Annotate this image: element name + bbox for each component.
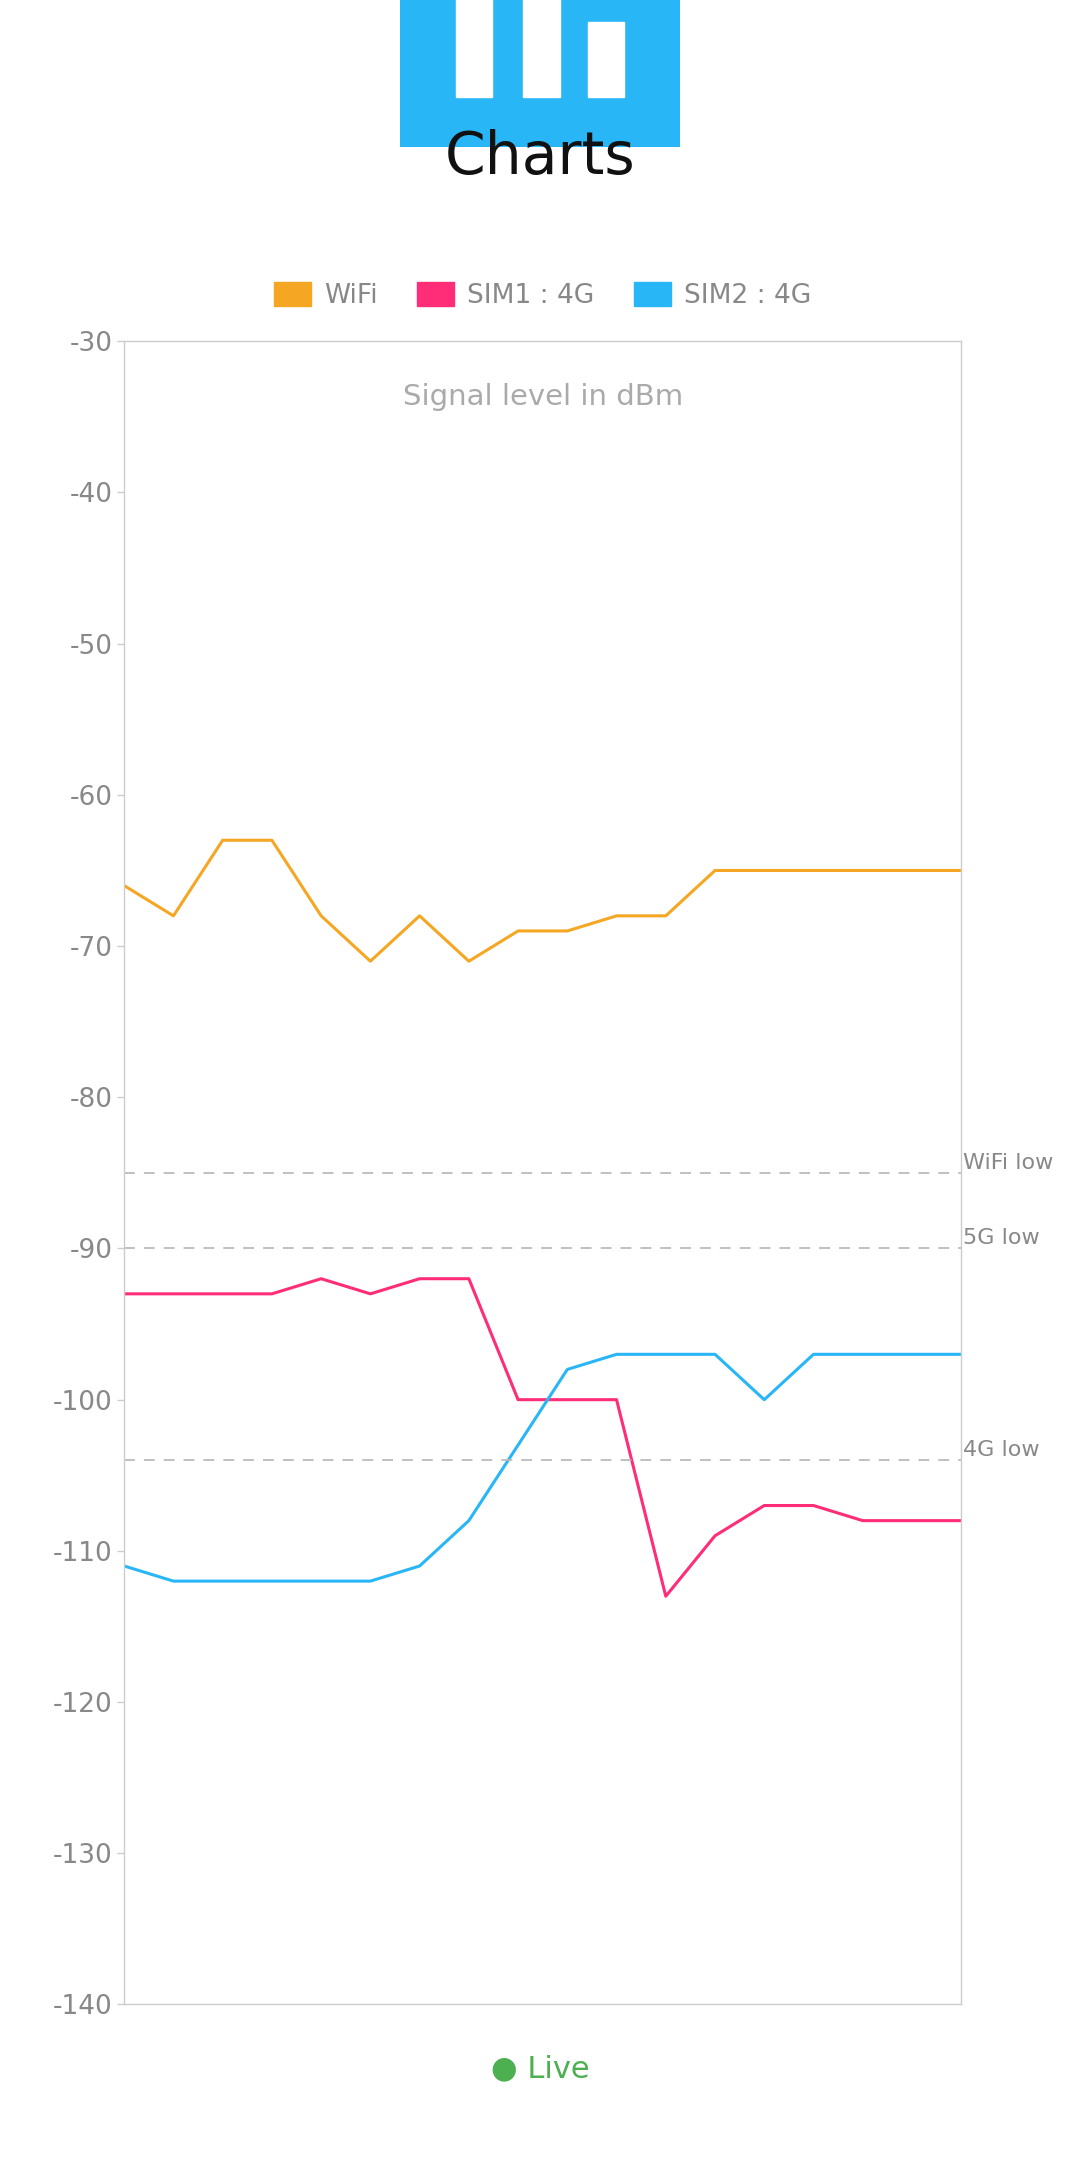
Text: WiFi low: WiFi low	[963, 1153, 1053, 1173]
Bar	[523, 0, 559, 97]
Text: ● Live: ● Live	[490, 2054, 590, 2084]
Text: Charts: Charts	[445, 130, 635, 186]
Bar	[588, 22, 624, 97]
Bar	[456, 0, 492, 97]
Text: 4G low: 4G low	[963, 1441, 1039, 1460]
FancyBboxPatch shape	[375, 0, 705, 168]
Text: 5G low: 5G low	[963, 1229, 1040, 1248]
Text: Signal level in dBm: Signal level in dBm	[403, 382, 683, 410]
Legend: WiFi, SIM1 : 4G, SIM2 : 4G: WiFi, SIM1 : 4G, SIM2 : 4G	[264, 272, 822, 320]
